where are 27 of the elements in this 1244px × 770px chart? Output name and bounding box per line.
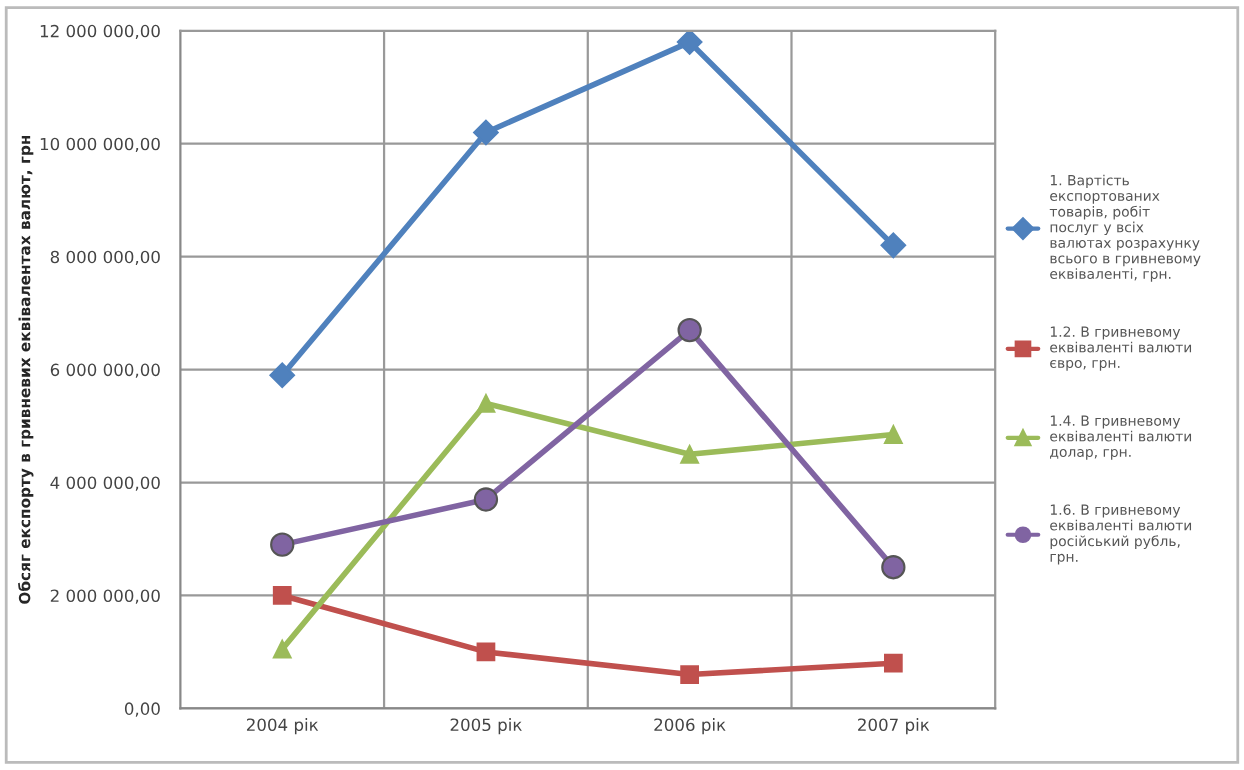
point bbox=[272, 639, 292, 659]
x-tick-label: 2006 рік bbox=[654, 718, 726, 735]
point bbox=[881, 555, 906, 580]
point bbox=[883, 653, 903, 673]
point bbox=[677, 317, 702, 343]
x-tick-label: 2004 рік bbox=[246, 718, 319, 735]
y-tick-label: 4 000 000,00 bbox=[50, 476, 160, 491]
y-tick-label: 6 000 000,00 bbox=[50, 363, 160, 378]
point bbox=[476, 394, 496, 413]
point bbox=[476, 642, 496, 662]
point bbox=[269, 362, 296, 389]
point bbox=[883, 425, 903, 444]
y-tick-label: 8 000 000,00 bbox=[50, 250, 160, 265]
y-tick-label: 10 000 000,00 bbox=[40, 137, 160, 152]
point bbox=[680, 444, 700, 464]
point bbox=[676, 30, 703, 55]
point bbox=[270, 532, 295, 557]
y-tick-label: 0,00 bbox=[124, 702, 160, 717]
x-tick-label: 2005 рік bbox=[450, 718, 522, 735]
point bbox=[880, 232, 907, 259]
y-tick-label: 2 000 000,00 bbox=[50, 589, 160, 604]
point bbox=[272, 586, 292, 605]
point bbox=[473, 487, 499, 512]
y-tick-label: 12 000 000,00 bbox=[40, 24, 160, 40]
point bbox=[680, 665, 700, 684]
point bbox=[473, 119, 499, 146]
x-tick-label: 2007 рік bbox=[858, 718, 930, 735]
